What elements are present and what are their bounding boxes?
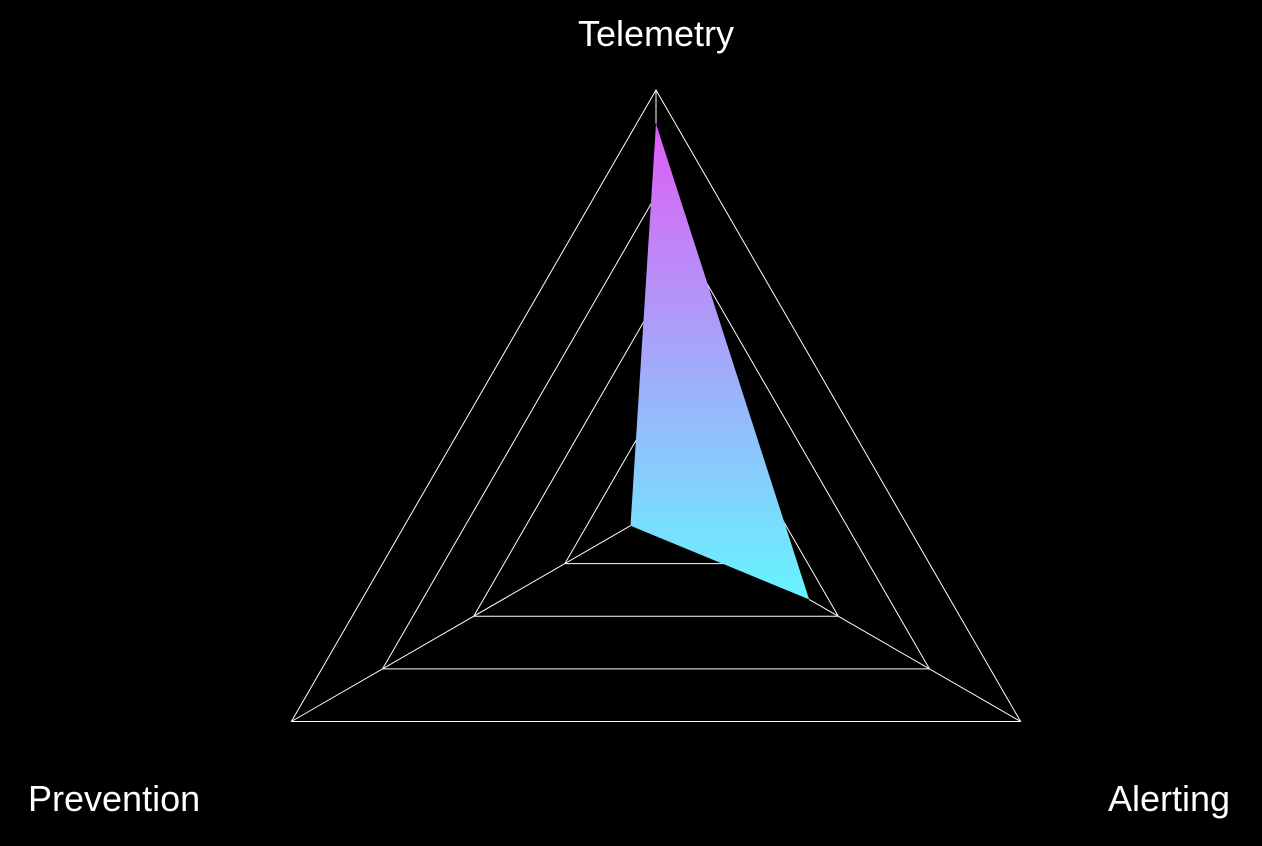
spoke-prevention — [291, 525, 631, 722]
spoke-layer — [291, 90, 1021, 722]
series-area-1 — [630, 123, 810, 600]
area-layer — [630, 123, 810, 600]
grid-ring-4 — [290, 88, 1022, 722]
spoke-alerting — [808, 598, 1021, 722]
grid-ring-3 — [381, 194, 931, 670]
label-layer: Telemetry Alerting Prevention — [28, 13, 1230, 819]
axis-label-prevention: Prevention — [28, 778, 200, 819]
axis-label-telemetry: Telemetry — [578, 13, 734, 54]
axis-label-alerting: Alerting — [1108, 778, 1230, 819]
